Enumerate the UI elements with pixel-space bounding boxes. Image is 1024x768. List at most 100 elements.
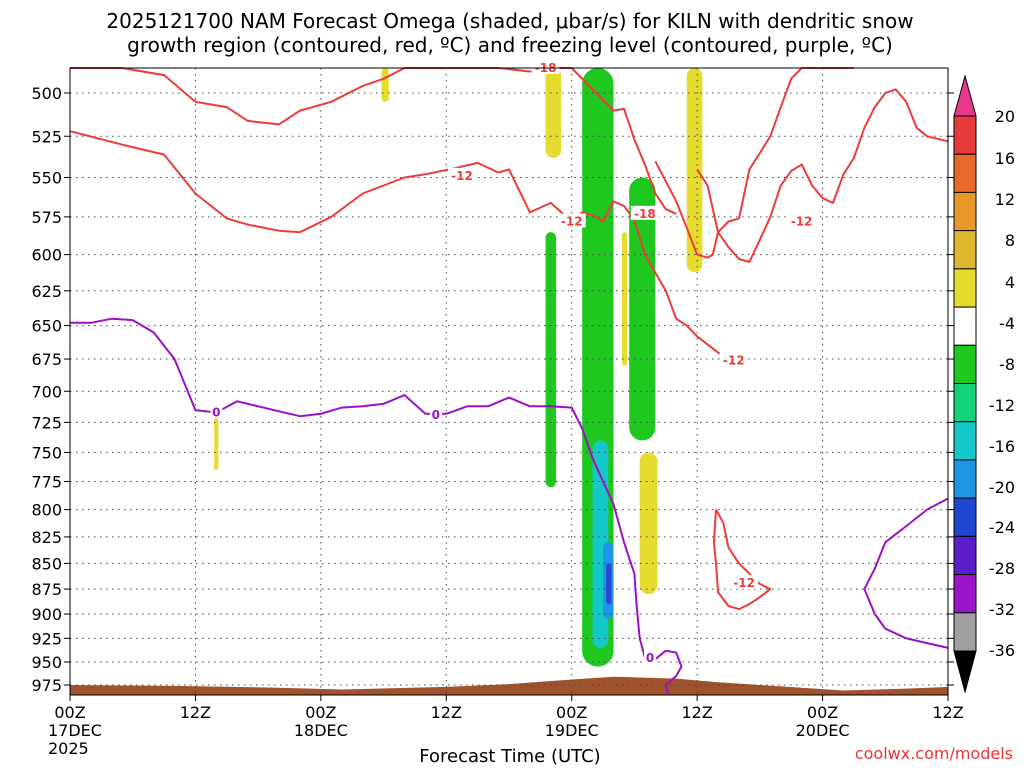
dgz-contour-4 — [712, 509, 772, 611]
colorbar-segment-11 — [953, 535, 977, 576]
dgz-contour-2 — [654, 67, 854, 259]
y-tick-label-650: 650 — [31, 317, 62, 336]
y-tick-label-550: 550 — [31, 168, 62, 187]
x-tick-label-4-0: 00Z — [556, 703, 587, 722]
freezing-contour-label-2: 0 — [646, 651, 654, 665]
y-tick-label-600: 600 — [31, 246, 62, 265]
freezing-label-bg-0 — [210, 404, 223, 419]
y-tick-label-525: 525 — [31, 127, 62, 146]
y-tick-label-775: 775 — [31, 472, 62, 491]
dgz-contour-0 — [69, 130, 730, 360]
x-tick-label-7-0: 12Z — [932, 703, 963, 722]
x-tick-label-6-1: 20DEC — [796, 721, 850, 740]
colorbar-label-9: -20 — [989, 478, 1015, 497]
omega-shade-1 — [545, 68, 562, 158]
freezing-label-bg-1 — [429, 407, 442, 422]
colorbar-label-12: -32 — [989, 600, 1015, 619]
y-tick-label-825: 825 — [31, 528, 62, 547]
dgz-contour-label-5: -12 — [791, 215, 813, 229]
colorbar-bottom-arrow — [953, 650, 977, 694]
credit-text: coolwx.com/models — [855, 744, 1013, 763]
colorbar-segment-7 — [953, 383, 977, 423]
dgz-label-bg-0 — [531, 59, 560, 74]
y-tick-label-800: 800 — [31, 501, 62, 520]
y-tick-label-925: 925 — [31, 629, 62, 648]
y-axis-ticks: 500 525 550 575 600 625 650 675 700 725 750 775 800 8… — [31, 84, 954, 695]
colorbar-label-8: -16 — [989, 437, 1015, 456]
y-tick-label-900: 900 — [31, 605, 62, 624]
x-tick-label-1-0: 12Z — [180, 703, 211, 722]
colorbar-segment-10 — [953, 497, 977, 537]
dgz-contour-label-3: -18 — [634, 207, 656, 221]
gridlines — [70, 68, 948, 695]
omega-shade-11 — [606, 563, 612, 605]
x-tick-label-4-1: 19DEC — [545, 721, 599, 740]
omega-shade-0 — [381, 68, 389, 102]
omega-shade-8 — [629, 177, 656, 441]
colorbar-label-6: -8 — [999, 355, 1015, 374]
omega-shade-5 — [639, 452, 658, 595]
colorbar-segment-6 — [953, 344, 977, 384]
omega-shade-6 — [545, 232, 557, 488]
contour-lines: -18-12-12-18-12-12-120 00 — [69, 59, 949, 695]
y-tick-label-725: 725 — [31, 413, 62, 432]
x-tick-label-3-0: 12Z — [431, 703, 462, 722]
colorbar-label-13: -36 — [989, 641, 1015, 660]
colorbar-label-4: 4 — [1005, 273, 1015, 292]
freezing-contour-1 — [863, 497, 949, 649]
dgz-label-bg-4 — [719, 352, 748, 367]
x-tick-label-5-0: 12Z — [681, 703, 712, 722]
colorbar-label-11: -28 — [989, 559, 1015, 578]
plot-area — [70, 68, 948, 695]
y-tick-label-575: 575 — [31, 208, 62, 227]
x-tick-label-0-1: 17DEC — [48, 721, 102, 740]
dgz-label-bg-2 — [557, 213, 586, 228]
x-tick-label-6-0: 00Z — [807, 703, 838, 722]
chart-title-line-1: 2025121700 NAM Forecast Omega (shaded, μ… — [106, 9, 913, 33]
plot-frame — [69, 67, 949, 696]
colorbar-segment-3 — [953, 230, 977, 270]
colorbar-segment-2 — [953, 191, 977, 232]
freezing-contour-label-1: 0 — [432, 408, 440, 422]
colorbar-label-7: -12 — [989, 396, 1015, 415]
omega-shade-4 — [621, 232, 628, 366]
dgz-contour-label-6: -12 — [733, 576, 755, 590]
colorbar-segment-8 — [953, 421, 977, 461]
colorbar-label-3: 8 — [1005, 231, 1015, 250]
dgz-label-bg-6 — [730, 574, 759, 589]
colorbar-segment-12 — [953, 574, 977, 614]
dgz-contour-label-1: -12 — [451, 169, 473, 183]
dgz-label-bg-1 — [447, 167, 476, 182]
dgz-contour-label-4: -12 — [723, 353, 745, 367]
y-tick-label-675: 675 — [31, 350, 62, 369]
dgz-label-bg-5 — [787, 213, 816, 228]
colorbar-segment-1 — [953, 153, 977, 193]
y-tick-label-950: 950 — [31, 653, 62, 672]
y-tick-label-750: 750 — [31, 443, 62, 462]
freezing-label-bg-2 — [644, 650, 657, 665]
colorbar-segment-4 — [953, 268, 977, 308]
y-tick-label-975: 975 — [31, 676, 62, 695]
x-tick-label-2-0: 00Z — [305, 703, 336, 722]
chart-title-line-2: growth region (contoured, red, ºC) and f… — [127, 33, 893, 57]
colorbar-label-5: -4 — [999, 314, 1015, 333]
x-tick-label-2-1: 18DEC — [294, 721, 348, 740]
dgz-contour-label-2: -12 — [561, 215, 583, 229]
colorbar-segment-9 — [953, 459, 977, 499]
colorbar: 20 16 12 8 4 -4 -8 -12 -16 -20 -24 -28 -32 -36 — [953, 74, 1015, 694]
x-tick-label-0-2: 2025 — [48, 739, 89, 758]
terrain-fill — [70, 676, 948, 695]
colorbar-top-arrow — [953, 74, 977, 117]
x-tick-label-0-0: 00Z — [54, 703, 85, 722]
dgz-contour-3 — [696, 88, 949, 263]
freezing-contour-label-0: 0 — [212, 406, 220, 420]
omega-shade-2 — [214, 412, 219, 470]
x-axis-label: Forecast Time (UTC) — [419, 746, 600, 767]
dgz-label-bg-3 — [630, 205, 659, 220]
colorbar-segment-0 — [953, 115, 977, 155]
y-tick-label-700: 700 — [31, 382, 62, 401]
y-tick-label-875: 875 — [31, 580, 62, 599]
omega-shade-3 — [686, 68, 703, 273]
colorbar-label-0: 20 — [995, 107, 1015, 126]
